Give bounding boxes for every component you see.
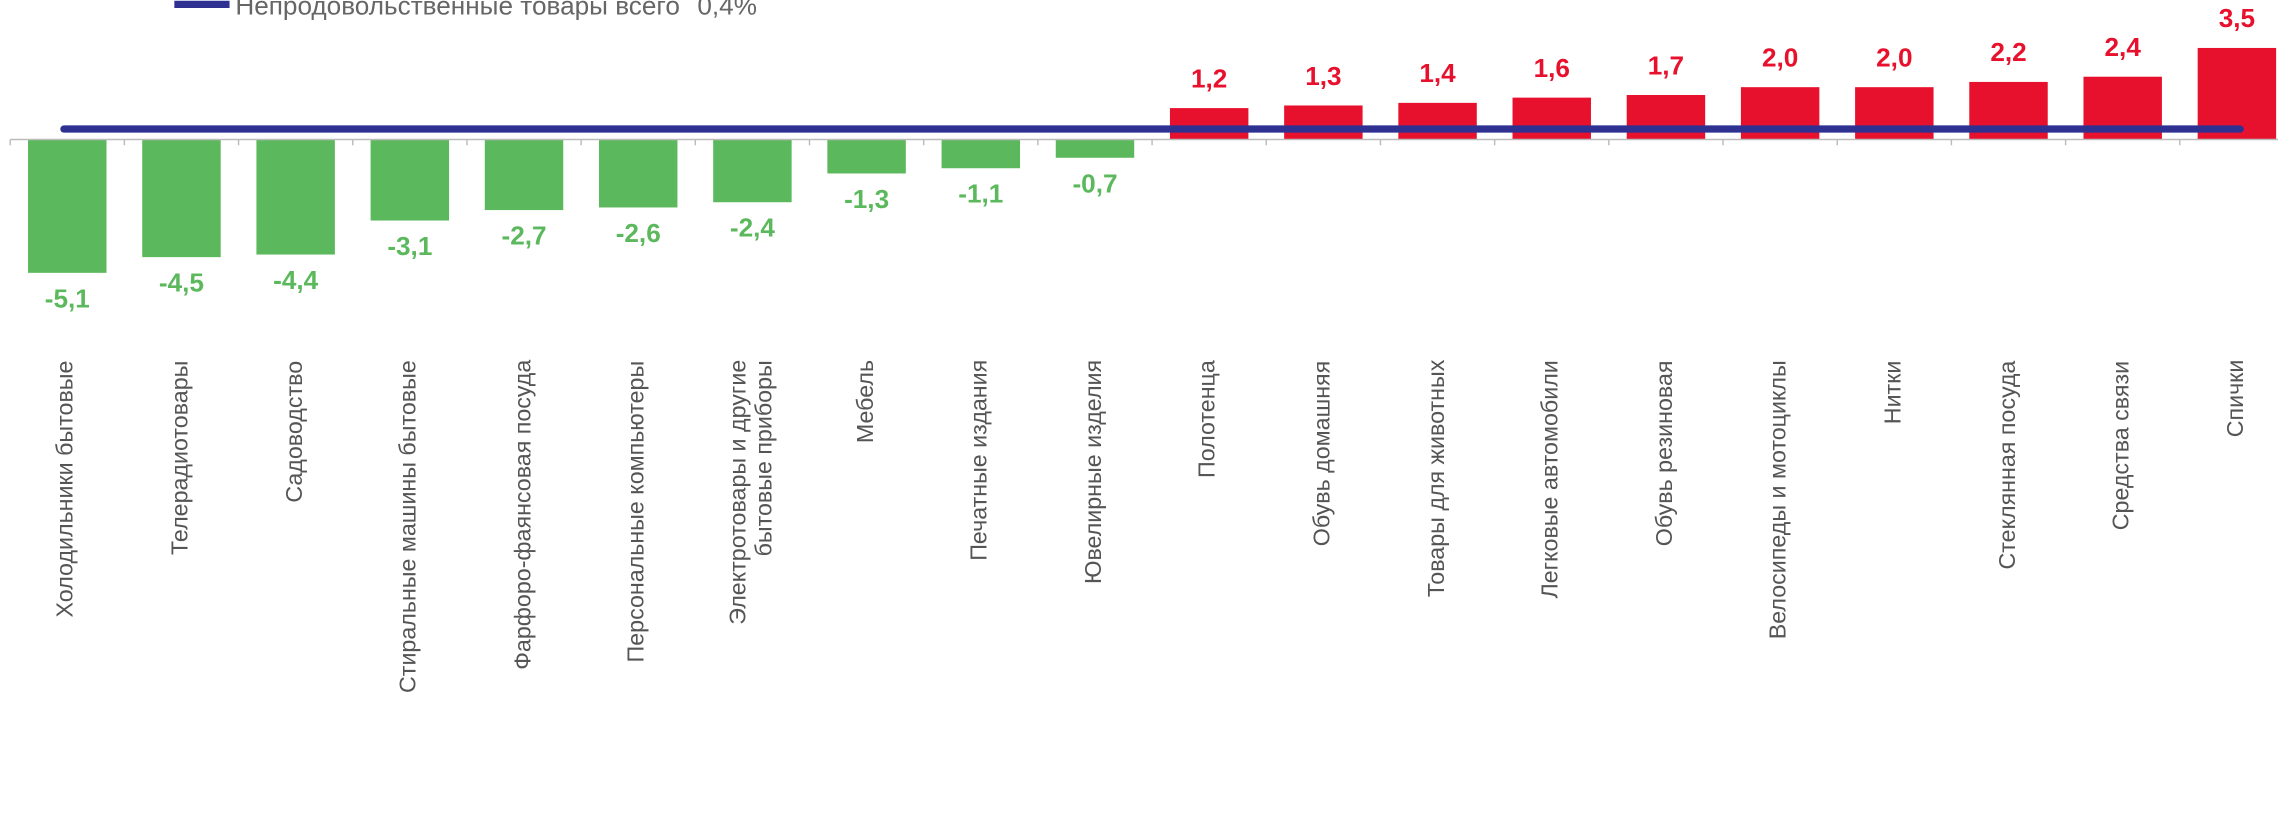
value-label: -0,7 [1072,168,1117,198]
legend-name: Непродовольственные товары всего [235,0,680,20]
value-label: 1,7 [1648,50,1684,80]
bar [713,139,791,202]
bar [1513,98,1591,140]
value-label: 1,6 [1534,53,1570,83]
x-tick-label: Печатные издания [968,360,994,767]
bar [371,139,449,220]
x-tick-label: Фарфоро-фаянсовая посуда [511,360,537,767]
x-tick-label: Обувь резиновая [1653,360,1679,767]
value-label: 2,2 [1990,37,2026,67]
bar [942,139,1020,168]
bar [1170,108,1248,139]
x-tick-label: Велосипеды и мотоциклы [1767,360,1793,767]
chart: Непродовольственные товары всего 0,4% -5,… [0,0,2278,835]
value-label: 2,0 [1876,42,1912,72]
value-label: -5,1 [45,283,90,313]
bar [485,139,563,210]
legend-value: 0,4% [697,0,757,20]
value-label: 2,0 [1762,42,1798,72]
legend-text: Непродовольственные товары всего 0,4% [235,0,757,20]
x-tick-label: Холодильники бытовые [54,360,80,767]
x-tick-label: Электротовары и другие бытовые приборы [726,360,778,767]
x-tick-label: Телерадиотовары [168,360,194,767]
value-label: 1,4 [1419,58,1456,88]
x-tick-label: Стеклянная посуда [1995,360,2021,767]
value-label: -2,7 [502,221,547,251]
x-tick-label: Персональные компьютеры [625,360,651,767]
bar [1627,95,1705,139]
value-label: 1,2 [1191,63,1227,93]
value-label: -2,6 [616,218,661,248]
page: Непродовольственные товары всего 0,4% -5,… [0,0,2278,835]
value-label: -1,1 [958,179,1003,209]
value-label: -4,5 [159,268,204,298]
chart-stage: Непродовольственные товары всего 0,4% -5,… [0,0,2278,835]
x-tick-label: Спички [2224,360,2250,767]
value-label: 1,3 [1305,61,1341,91]
x-tick-label: Ювелирные изделия [1082,360,1108,767]
bar [1056,139,1134,157]
x-tick-label: Средства связи [2110,360,2136,767]
bar [827,139,905,173]
x-tick-label: Обувь домашняя [1310,360,1336,767]
x-tick-label: Полотенца [1196,360,1222,767]
bar [599,139,677,207]
value-label: -3,1 [387,231,432,261]
x-tick-label: Садоводство [283,360,309,767]
x-tick-label: Нитки [1881,360,1907,767]
value-label: 2,4 [2105,32,2142,62]
bar [1398,103,1476,140]
x-tick-label: Товары для животных [1424,360,1450,767]
value-label: -2,4 [730,213,776,243]
bar [142,139,220,257]
x-tick-label: Мебель [854,360,880,767]
value-label: -1,3 [844,184,889,214]
x-tick-label: Стиральные машины бытовые [397,360,423,767]
x-tick-label: Легковые автомобили [1539,360,1565,767]
bar [1284,105,1362,139]
value-label: -4,4 [273,265,319,295]
value-label: 3,5 [2219,3,2255,33]
bar [256,139,334,254]
bar [28,139,106,272]
